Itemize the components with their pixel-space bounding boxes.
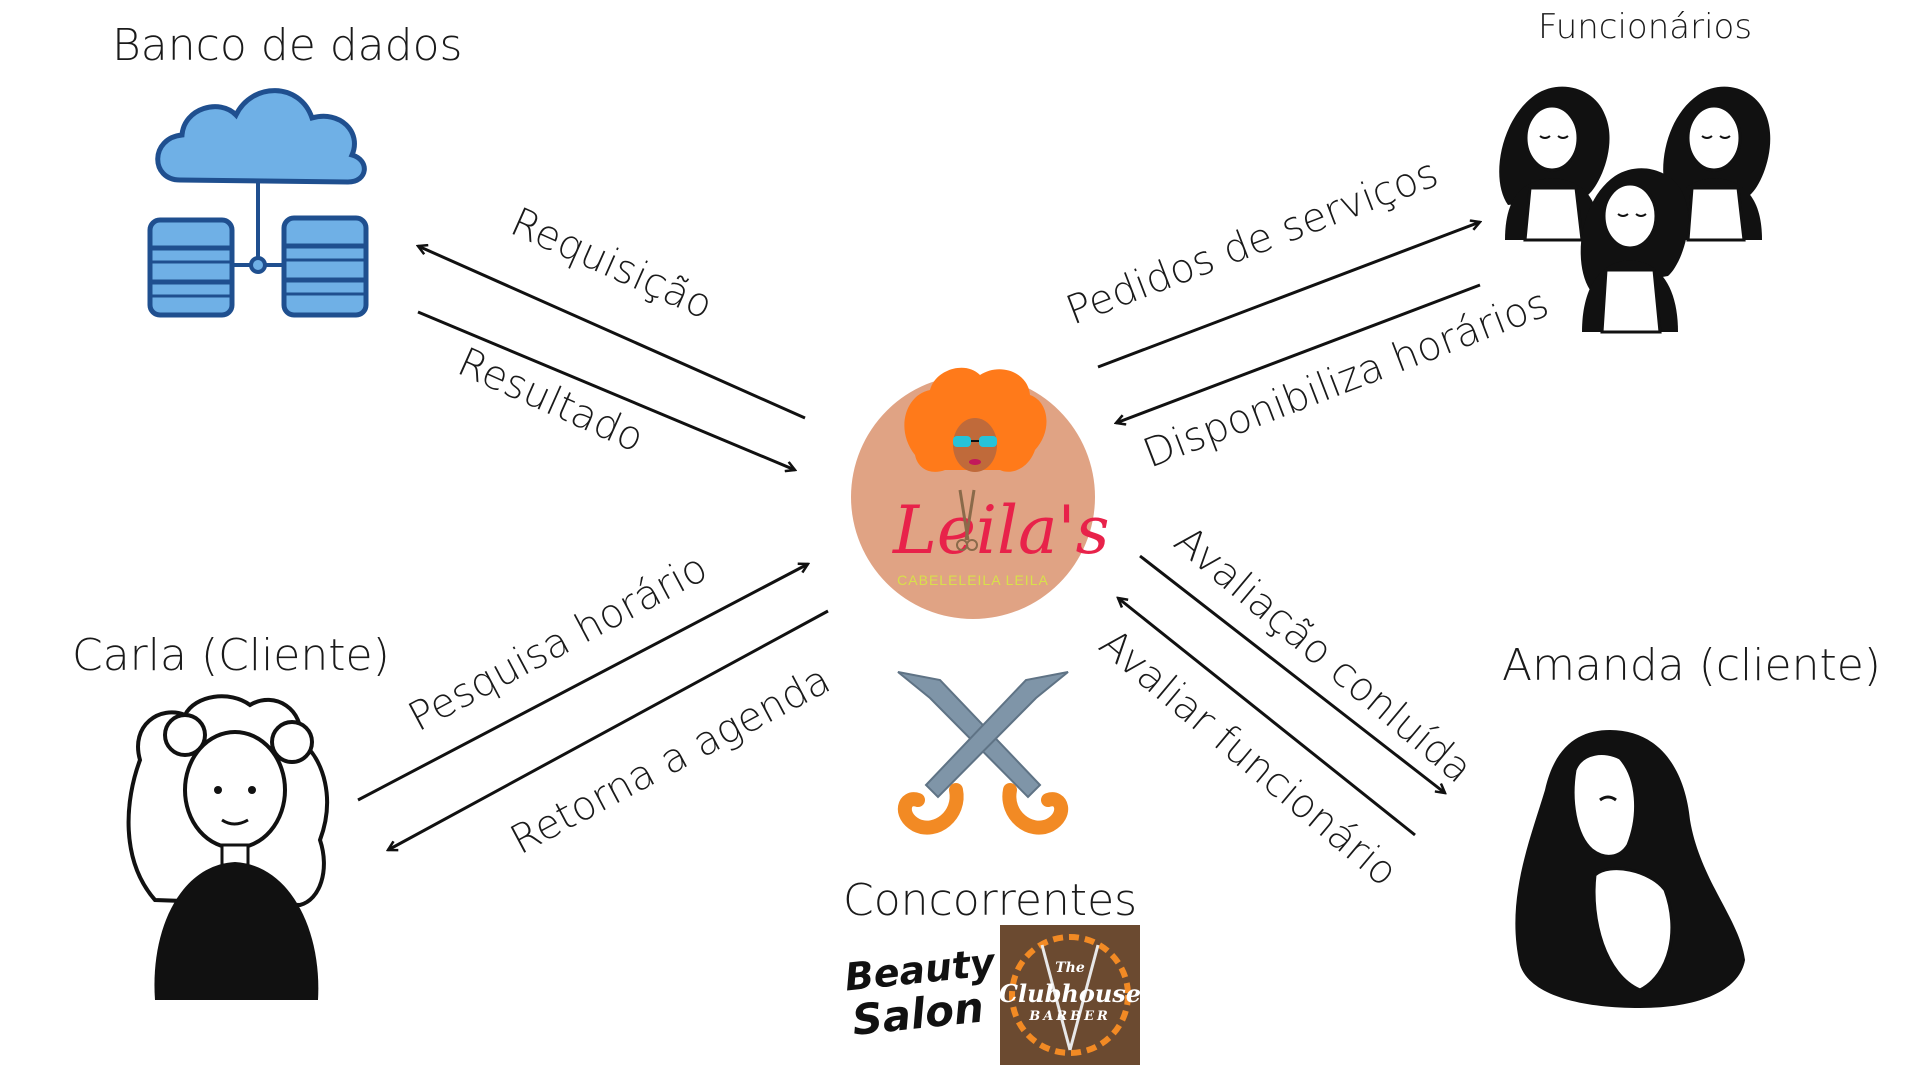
database-server-left-icon	[147, 217, 235, 318]
arrow-avaliar	[1118, 598, 1416, 837]
arrow-requisicao	[418, 246, 806, 420]
clubhouse-small-text: The	[1055, 960, 1085, 976]
label-resultado: Resultado	[451, 339, 651, 462]
label-pedidos: Pedidos de serviços	[1060, 150, 1444, 334]
competitors-label: Concorrentes	[843, 875, 1137, 926]
database-cloud-icon	[155, 88, 367, 274]
amanda-node: Amanda (cliente)	[1502, 640, 1881, 1008]
carla-label: Carla (Cliente)	[72, 630, 390, 681]
arrow-disponibiliza	[1116, 283, 1481, 423]
amanda-label: Amanda (cliente)	[1502, 640, 1881, 691]
arrow-resultado	[417, 310, 795, 470]
database-label: Banco de dados	[112, 20, 462, 71]
woman-hair-icon	[904, 367, 1047, 472]
arrow-pesquisa	[357, 564, 808, 802]
carla-woman-icon	[126, 694, 329, 1000]
logo-subtitle: CABELELEILA LEILA	[897, 572, 1049, 588]
label-disponibiliza: Disponibiliza horários	[1137, 280, 1555, 477]
edge-arrows	[357, 222, 1481, 850]
staff-node: Funcionários	[1499, 7, 1771, 334]
amanda-woman-icon	[1515, 730, 1745, 1008]
clubhouse-main-text: Clubhouse	[999, 979, 1141, 1008]
competitors-node: Concorrentes Beauty Salon The Clubhouse …	[843, 875, 1141, 1065]
arrow-pedidos	[1097, 222, 1480, 369]
clubhouse-barber-logo: The Clubhouse BARBER	[999, 925, 1141, 1065]
arrow-retorna	[388, 609, 829, 850]
clubhouse-sub-text: BARBER	[1028, 1009, 1111, 1024]
logo-wordmark: Leila's	[892, 492, 1109, 569]
label-requisicao: Requisição	[504, 199, 719, 329]
staff-woman-2-icon	[1663, 86, 1771, 242]
center-salon-logo: Leila's CABELELEILA LEILA	[851, 367, 1109, 619]
arrow-avaliacao-concluida	[1139, 554, 1445, 793]
beauty-salon-logo: Beauty Salon	[843, 940, 999, 1045]
database-server-right-icon	[281, 215, 369, 318]
scissors-icon	[956, 489, 978, 551]
carla-node: Carla (Cliente)	[72, 630, 390, 1000]
staff-woman-3-icon	[1580, 168, 1689, 334]
crossed-swords-icon	[897, 671, 1069, 835]
staff-label: Funcionários	[1538, 7, 1752, 47]
database-node: Banco de dados	[112, 20, 462, 318]
staff-woman-1-icon	[1499, 86, 1610, 242]
label-pesquisa: Pesquisa horário	[401, 545, 715, 741]
